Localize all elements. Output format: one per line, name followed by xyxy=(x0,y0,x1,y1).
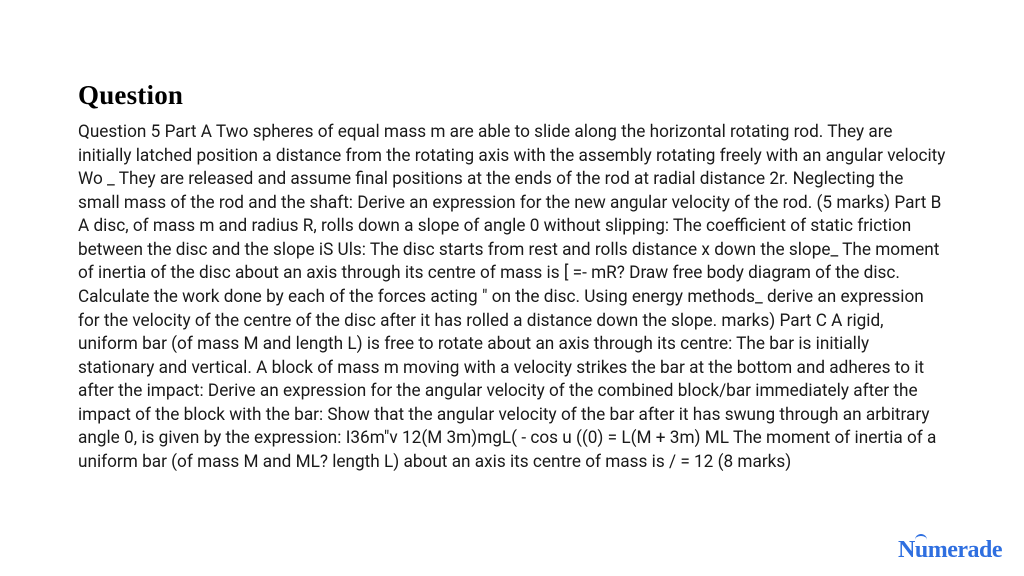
question-body-text: Question 5 Part A Two spheres of equal m… xyxy=(78,121,946,474)
brand-text-u-accent: u xyxy=(915,537,928,564)
page-container: Question Question 5 Part A Two spheres o… xyxy=(0,0,1024,576)
question-heading: Question xyxy=(78,80,946,111)
brand-text-n: N xyxy=(898,537,915,563)
brand-text-rest: merade xyxy=(928,537,1002,563)
brand-logo: Numerade xyxy=(898,537,1002,564)
